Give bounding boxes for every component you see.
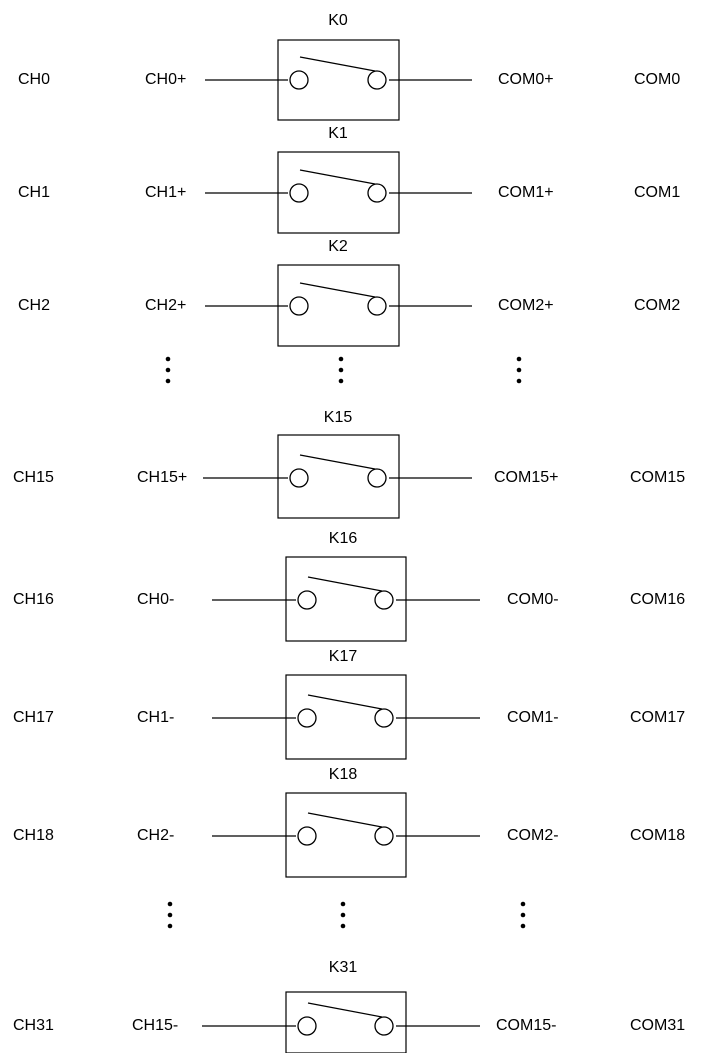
input-terminal-label: CH1+ <box>145 184 186 201</box>
switch-blade <box>299 56 376 72</box>
switch-contact <box>297 590 317 610</box>
relay-row: K16 CH16 CH0- COM0- COM16 <box>13 530 685 642</box>
output-terminal-label: COM1+ <box>498 184 554 201</box>
input-terminal-label: CH0- <box>137 591 174 608</box>
switch-contact <box>367 468 387 488</box>
switch-contact <box>289 70 309 90</box>
common-label: COM15 <box>630 469 685 486</box>
channel-label: CH2 <box>18 297 50 314</box>
relay-row: K31 CH31 CH15- COM15- COM31 <box>13 959 685 1053</box>
relay-row: K1 CH1 CH1+ COM1+ COM1 <box>18 125 680 234</box>
relay-row: K0 CH0 CH0+ COM0+ COM0 <box>18 12 680 121</box>
input-terminal-label: CH15- <box>132 1017 178 1034</box>
switch-blade <box>307 694 383 710</box>
switch-contact <box>367 183 387 203</box>
relay-label: K2 <box>328 238 348 255</box>
switch-contact <box>297 826 317 846</box>
ellipsis-icon <box>520 901 526 929</box>
channel-label: CH17 <box>13 709 54 726</box>
input-terminal-label: CH15+ <box>137 469 187 486</box>
switch-blade <box>299 169 376 185</box>
ellipsis-icon <box>516 356 522 384</box>
relay-box <box>285 792 407 878</box>
switch-contact <box>374 826 394 846</box>
ellipsis-icon <box>167 901 173 929</box>
switch-contact <box>297 708 317 728</box>
channel-label: CH1 <box>18 184 50 201</box>
input-terminal-label: CH1- <box>137 709 174 726</box>
switch-contact <box>367 70 387 90</box>
relay-row: K15 CH15 CH15+ COM15+ COM15 <box>13 409 685 519</box>
switch-contact <box>297 1016 317 1036</box>
common-label: COM1 <box>634 184 680 201</box>
relay-row: K17 CH17 CH1- COM1- COM17 <box>13 648 685 760</box>
switch-contact <box>289 183 309 203</box>
common-label: COM16 <box>630 591 685 608</box>
relay-box <box>285 556 407 642</box>
switch-blade <box>299 282 376 298</box>
ellipsis-icon <box>340 901 346 929</box>
output-terminal-label: COM15+ <box>494 469 558 486</box>
common-label: COM0 <box>634 71 680 88</box>
switch-contact <box>374 1016 394 1036</box>
channel-label: CH15 <box>13 469 54 486</box>
output-terminal-label: COM0- <box>507 591 559 608</box>
output-terminal-label: COM15- <box>496 1017 556 1034</box>
switch-blade <box>299 454 376 470</box>
input-terminal-label: CH2- <box>137 827 174 844</box>
relay-row: K18 CH18 CH2- COM2- COM18 <box>13 766 685 878</box>
common-label: COM18 <box>630 827 685 844</box>
switch-blade <box>307 812 383 828</box>
switch-blade <box>307 576 383 592</box>
common-label: COM31 <box>630 1017 685 1034</box>
switch-contact <box>289 468 309 488</box>
switch-contact <box>374 590 394 610</box>
relay-box <box>285 674 407 760</box>
input-terminal-label: CH0+ <box>145 71 186 88</box>
relay-label: K18 <box>329 766 358 783</box>
ellipsis-icon <box>338 356 344 384</box>
common-label: COM2 <box>634 297 680 314</box>
channel-label: CH0 <box>18 71 50 88</box>
channel-label: CH18 <box>13 827 54 844</box>
relay-label: K17 <box>329 648 358 665</box>
switch-contact <box>367 296 387 316</box>
channel-label: CH16 <box>13 591 54 608</box>
relay-label: K31 <box>329 959 358 976</box>
relay-label: K16 <box>329 530 358 547</box>
channel-label: CH31 <box>13 1017 54 1034</box>
output-terminal-label: COM0+ <box>498 71 554 88</box>
input-terminal-label: CH2+ <box>145 297 186 314</box>
output-terminal-label: COM2- <box>507 827 559 844</box>
output-terminal-label: COM2+ <box>498 297 554 314</box>
ellipsis-icon <box>165 356 171 384</box>
relay-box <box>285 991 407 1053</box>
relay-box <box>277 434 400 519</box>
relay-label: K1 <box>328 125 348 142</box>
relay-label: K15 <box>324 409 353 426</box>
switch-contact <box>289 296 309 316</box>
switch-contact <box>374 708 394 728</box>
common-label: COM17 <box>630 709 685 726</box>
relay-label: K0 <box>328 12 348 29</box>
switch-blade <box>307 1002 383 1018</box>
relay-row: K2 CH2 CH2+ COM2+ COM2 <box>18 238 680 347</box>
output-terminal-label: COM1- <box>507 709 559 726</box>
